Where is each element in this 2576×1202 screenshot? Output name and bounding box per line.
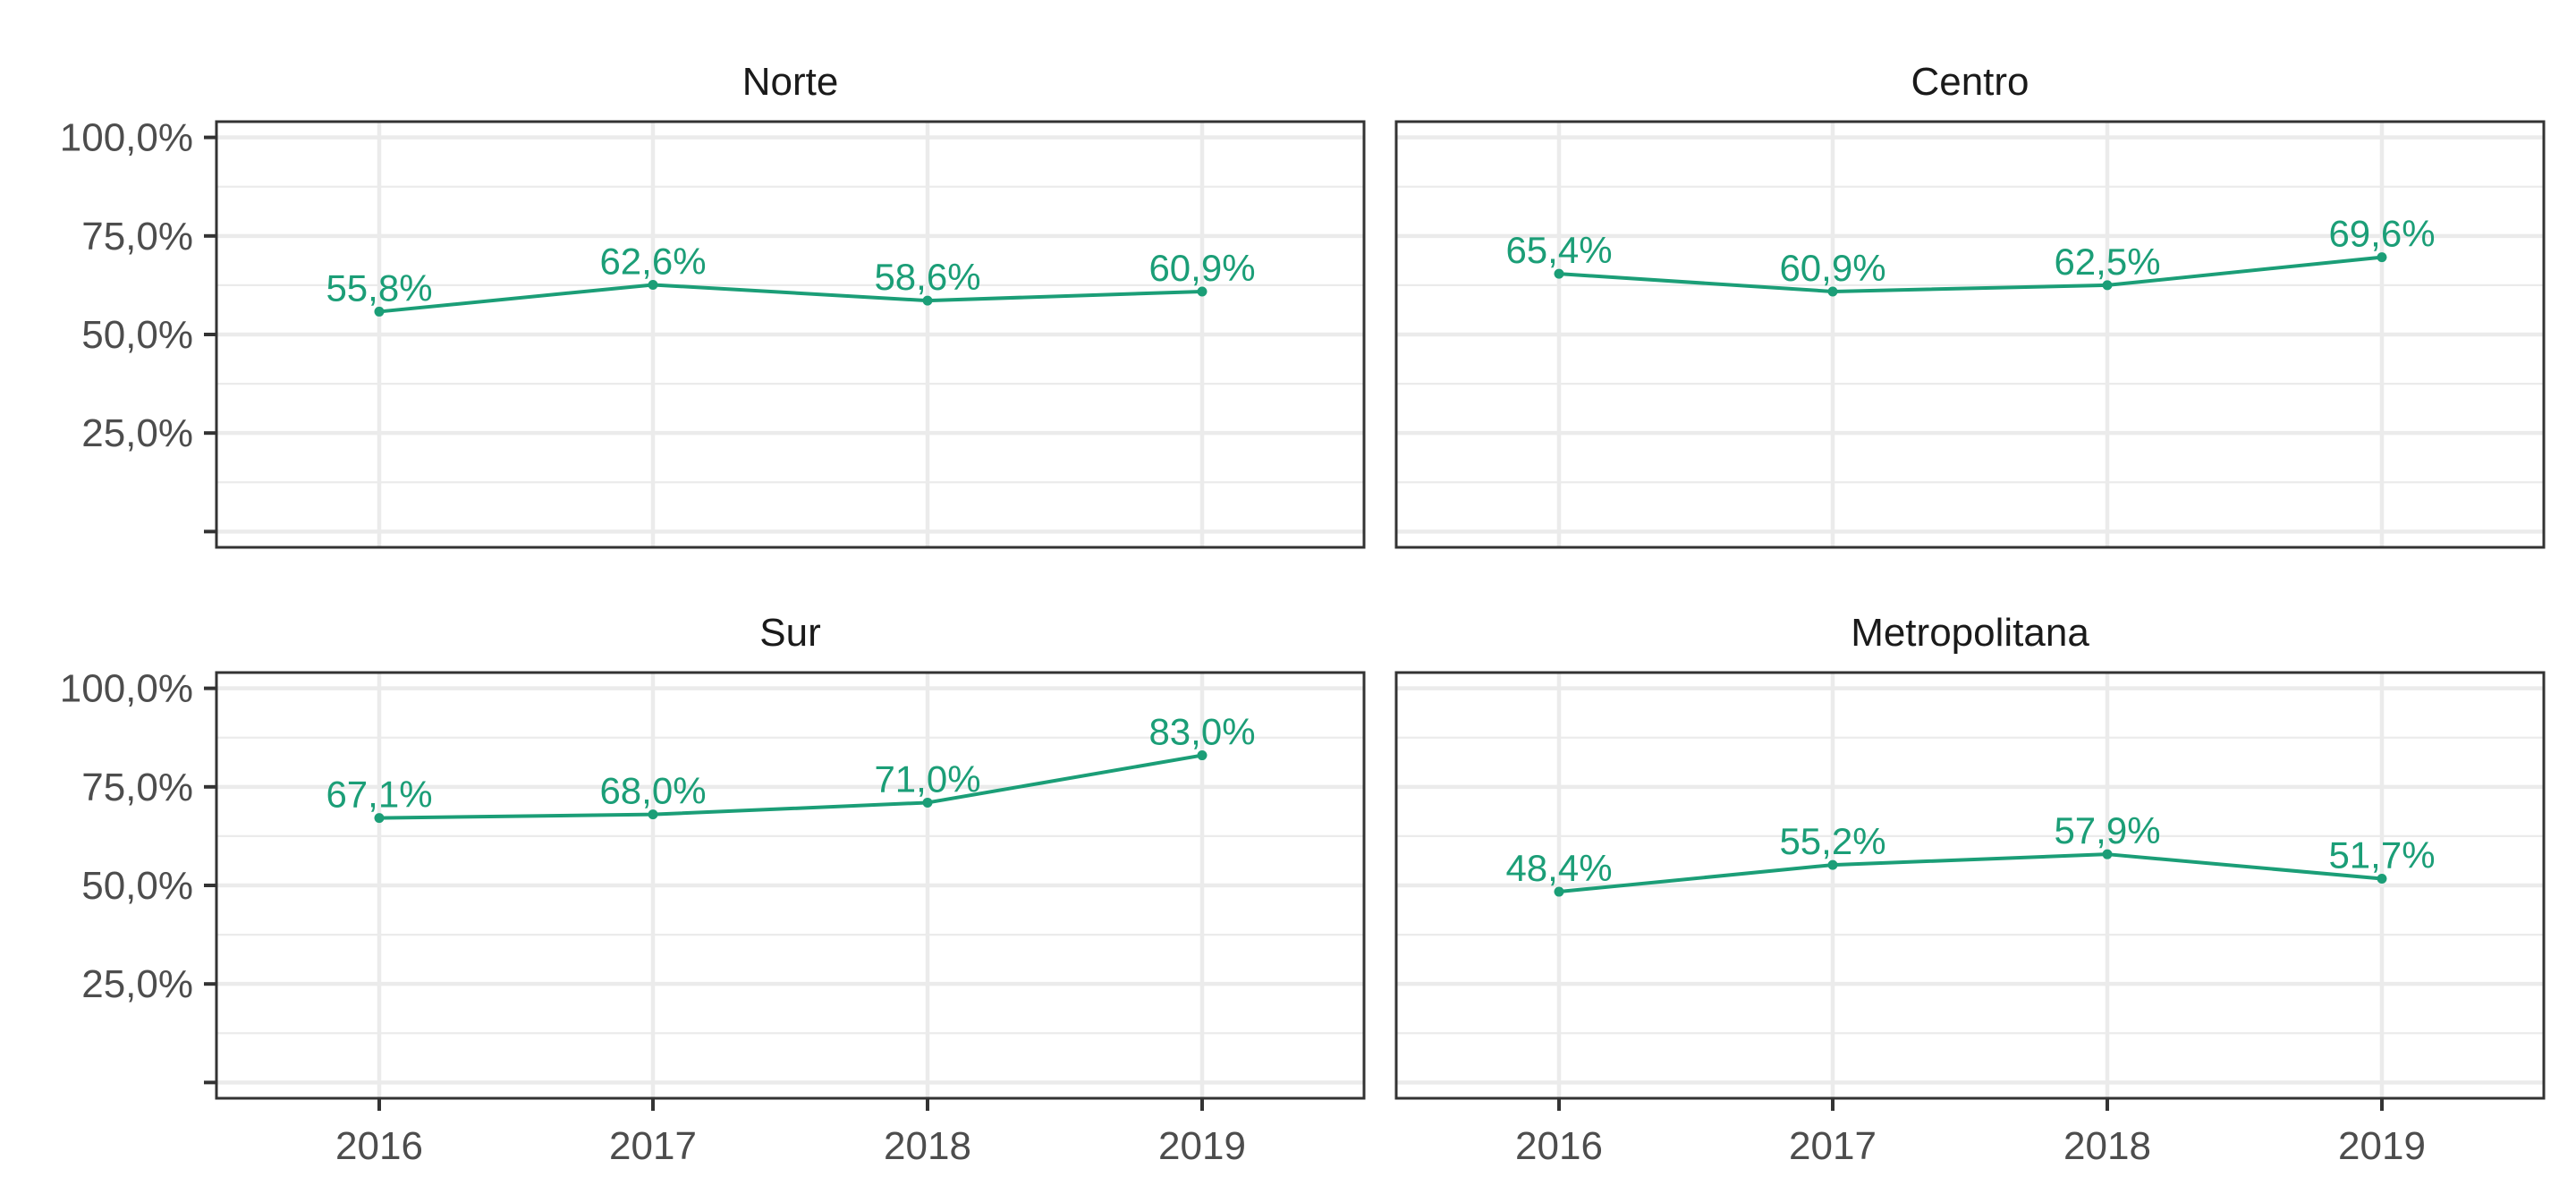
panel-sur: Sur 67,1% 68,0% 71,0% 83,0% 100,0% 75,0% 50,0% 2… — [60, 611, 1366, 1168]
data-label: 60,9% — [1148, 247, 1255, 289]
data-label: 62,6% — [599, 240, 706, 282]
x-tick-label: 2017 — [1789, 1124, 1877, 1168]
data-point — [374, 306, 385, 317]
series-line — [1558, 255, 2383, 293]
y-tick-label: 75,0% — [81, 766, 193, 809]
panel-title: Metropolitana — [1851, 611, 2089, 655]
x-tick-label: 2018 — [2063, 1124, 2151, 1168]
y-tick-label: 75,0% — [81, 215, 193, 258]
data-label: 57,9% — [2054, 809, 2160, 851]
series-line — [378, 283, 1203, 314]
data-point — [2377, 252, 2387, 263]
y-tick-label: 50,0% — [81, 864, 193, 908]
series-line — [378, 753, 1203, 820]
series-line — [1558, 852, 2383, 894]
data-label: 55,2% — [1779, 820, 1885, 862]
panel-border — [1394, 120, 2546, 549]
y-tick-label: 25,0% — [81, 962, 193, 1006]
x-tick-label: 2017 — [609, 1124, 697, 1168]
data-point — [648, 809, 658, 820]
data-label: 67,1% — [326, 774, 432, 816]
x-tick-label: 2016 — [1515, 1124, 1603, 1168]
data-point — [922, 295, 933, 306]
data-point — [1554, 886, 1564, 897]
data-point — [2102, 280, 2113, 291]
data-point — [1197, 286, 1208, 297]
data-label: 51,7% — [2328, 834, 2435, 876]
data-point — [648, 279, 658, 290]
y-tick-label: 100,0% — [60, 116, 193, 160]
data-point — [2377, 874, 2387, 885]
data-label: 58,6% — [874, 256, 980, 298]
data-label: 83,0% — [1148, 711, 1255, 753]
data-label: 68,0% — [599, 770, 706, 812]
data-point — [374, 813, 385, 824]
panel-metropolitana: Metropolitana 48,4% 55,2% 57,9% 51,7% 2016 201… — [1394, 611, 2546, 1168]
data-point — [1827, 859, 1838, 870]
data-point — [922, 797, 933, 808]
y-tick-label: 50,0% — [81, 313, 193, 357]
data-point — [2102, 849, 2113, 859]
x-tick-label: 2018 — [884, 1124, 971, 1168]
data-point — [1554, 268, 1564, 279]
data-label: 55,8% — [326, 267, 432, 309]
x-tick-label: 2019 — [2338, 1124, 2426, 1168]
y-tick-label: 25,0% — [81, 411, 193, 455]
y-tick-label: 100,0% — [60, 667, 193, 711]
data-label: 62,5% — [2054, 241, 2160, 283]
data-label: 65,4% — [1505, 229, 1612, 271]
data-label: 48,4% — [1505, 847, 1612, 889]
panel-title: Sur — [759, 611, 820, 655]
data-label: 69,6% — [2328, 213, 2435, 255]
panel-border — [1394, 671, 2546, 1100]
x-tick-label: 2019 — [1158, 1124, 1246, 1168]
panel-title: Centro — [1911, 60, 2029, 104]
data-point — [1827, 286, 1838, 297]
x-tick-label: 2016 — [335, 1124, 423, 1168]
panel-norte: Norte 55,8% 62,6% 58,6% 60,9% 100,0% 75,0% 50,0… — [60, 60, 1366, 549]
data-label: 71,0% — [874, 758, 980, 800]
panel-title: Norte — [742, 60, 839, 104]
data-label: 60,9% — [1779, 247, 1885, 289]
data-point — [1197, 750, 1208, 761]
panel-centro: Centro 65,4% 60,9% 62,5% 69,6% — [1394, 60, 2546, 549]
